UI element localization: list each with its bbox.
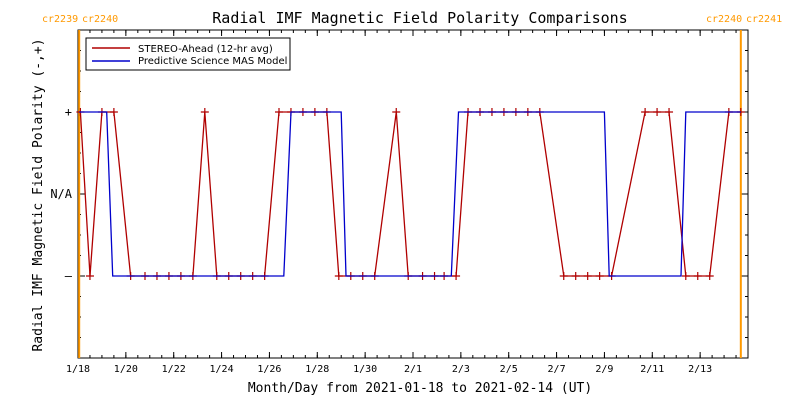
series-point-0 xyxy=(681,272,690,280)
series-point-0 xyxy=(200,108,209,116)
cr-label-left-2: cr2240 xyxy=(706,14,742,25)
y-tick-label: + xyxy=(65,105,72,119)
x-tick-label: 2/9 xyxy=(595,364,613,375)
plot-frame xyxy=(77,29,749,359)
x-tick-label: 1/26 xyxy=(257,364,281,375)
series-point-0 xyxy=(85,272,94,280)
x-tick-label: 1/18 xyxy=(66,364,90,375)
x-tick-label: 2/13 xyxy=(688,364,712,375)
series-point-0 xyxy=(452,272,461,280)
series-point-0 xyxy=(392,108,401,116)
x-axis-label: Month/Day from 2021-01-18 to 2021-02-14 … xyxy=(248,381,592,396)
series-point-0 xyxy=(665,108,674,116)
x-tick-label: 1/22 xyxy=(162,364,186,375)
x-tick-label: 2/11 xyxy=(640,364,664,375)
x-tick-label: 1/20 xyxy=(114,364,138,375)
plot-area: 1/18 1/20 1/22 1/24 1/26 1/28 1/30 2/1 2/3 2/5 2/7… xyxy=(50,29,749,375)
y-axis-label: Radial IMF Magnetic Field Polarity (-,+) xyxy=(31,38,46,351)
x-tick-label: 2/3 xyxy=(452,364,470,375)
series-point-0 xyxy=(275,108,283,116)
legend-label-psi: Predictive Science MAS Model xyxy=(138,56,287,67)
x-tick-label: 1/30 xyxy=(353,364,377,375)
series-point-0 xyxy=(583,272,592,280)
cr-label-right-2: cr2241 xyxy=(746,14,782,25)
x-tick-label: 2/5 xyxy=(500,364,518,375)
series-point-0 xyxy=(693,272,702,280)
series-point-0 xyxy=(571,272,580,280)
chart-title: Radial IMF Magnetic Field Polarity Compa… xyxy=(212,9,627,27)
y-tick-label: N/A xyxy=(50,187,72,201)
cr-label-left-1: cr2239 xyxy=(42,14,78,25)
legend: STEREO-Ahead (12-hr avg) Predictive Scie… xyxy=(85,37,291,71)
y-tick-label: – xyxy=(65,269,73,283)
cr-label-right-1: cr2240 xyxy=(82,14,118,25)
series-point-0 xyxy=(653,108,662,116)
series-point-0 xyxy=(559,272,568,280)
series-point-0 xyxy=(334,272,343,280)
series-point-0 xyxy=(595,272,604,280)
series-line-0 xyxy=(79,111,741,277)
legend-box xyxy=(85,37,291,71)
legend-label-stereo: STEREO-Ahead (12-hr avg) xyxy=(138,44,273,55)
series-point-0 xyxy=(705,272,714,280)
series-point-0 xyxy=(641,108,650,116)
series-line-1 xyxy=(79,111,741,277)
x-tick-label: 2/7 xyxy=(548,364,566,375)
x-tick-label: 1/24 xyxy=(210,364,234,375)
x-tick-label: 1/28 xyxy=(305,364,329,375)
series-point-0 xyxy=(109,108,118,116)
x-tick-label: 2/1 xyxy=(404,364,422,375)
